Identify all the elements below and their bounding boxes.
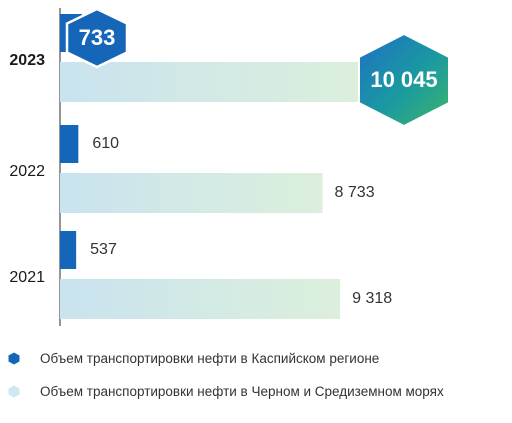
value-badge-caspian-2023 <box>65 7 129 69</box>
legend-hexagon-icon <box>8 385 20 398</box>
category-label-2021: 2021 <box>9 269 45 286</box>
value-label-black-med-2022: 8 733 <box>335 184 375 201</box>
value-label-black-med-2021: 9 318 <box>352 290 392 307</box>
bar-caspian-2022 <box>60 125 79 163</box>
bar-caspian-2021 <box>60 231 77 269</box>
legend-label-black-med: Объем транспортировки нефти в Черном и С… <box>40 384 444 399</box>
chart: 2023 733 10 045 2022 610 8 733 2021 537 9 318 <box>9 7 450 326</box>
value-label-black-med-2023: 10 045 <box>370 67 437 92</box>
legend-hexagon-icon <box>8 352 20 365</box>
legend-item-caspian: Объем транспортировки нефти в Каспийском… <box>8 351 379 366</box>
bar-black-med-2023 <box>60 62 362 102</box>
value-label-caspian-2023: 733 <box>79 25 116 50</box>
legend-item-black-med: Объем транспортировки нефти в Черном и С… <box>8 384 444 399</box>
category-label-2023: 2023 <box>9 52 45 69</box>
bar-black-med-2021 <box>60 279 341 319</box>
value-label-caspian-2021: 537 <box>90 241 117 258</box>
value-badge-black-med-2023 <box>358 32 450 128</box>
category-label-2022: 2022 <box>9 163 45 180</box>
bar-black-med-2022 <box>60 173 323 213</box>
legend-label-caspian: Объем транспортировки нефти в Каспийском… <box>40 351 380 366</box>
value-label-caspian-2022: 610 <box>92 135 119 152</box>
